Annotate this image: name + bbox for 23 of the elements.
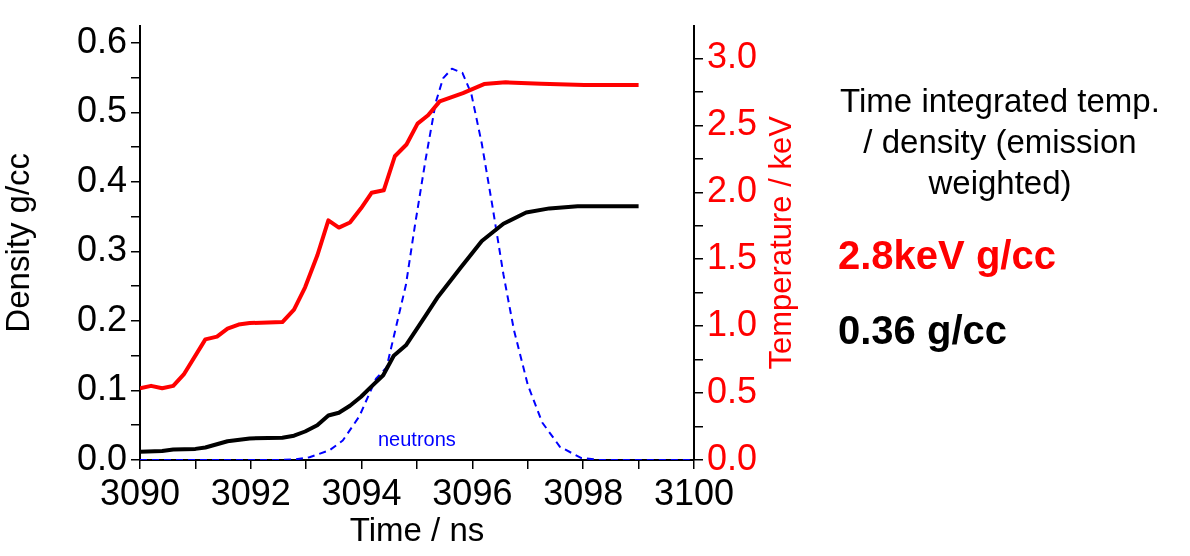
y2-tick-label: 1.0 [707, 303, 758, 345]
y-tick-label: 0.3 [76, 228, 127, 270]
x-tick-label: 3098 [543, 471, 624, 513]
y-tick-label: 0.1 [76, 367, 127, 409]
y-tick-label: 0.2 [76, 297, 127, 339]
series-label: neutrons [377, 427, 456, 450]
text: 0.36 g/cc [837, 308, 1008, 353]
x-tick-label: 3096 [432, 471, 513, 513]
y2-tick-label: 2.0 [707, 169, 758, 211]
y2-tick-label: 3.0 [707, 35, 758, 77]
y2-tick-label: 1.5 [707, 236, 758, 278]
y-tick-label: 0.6 [76, 19, 127, 61]
y2-tick-label: 0.5 [707, 369, 758, 411]
text: Time integrated temp. / density (emission weighted) [839, 81, 1161, 203]
text: 2.8keV g/cc [837, 233, 1057, 278]
y-axis-title: Density g/cc [0, 152, 36, 333]
y2-tick-label: 2.5 [707, 102, 758, 144]
y-tick-label: 0.5 [76, 89, 127, 131]
y2-axis-title: Temperature / keV [762, 115, 798, 370]
x-axis-title: Time / ns [349, 511, 485, 549]
x-tick-label: 3094 [321, 471, 402, 513]
x-tick-label: 3092 [210, 471, 291, 513]
y-tick-label: 0.4 [76, 158, 127, 200]
